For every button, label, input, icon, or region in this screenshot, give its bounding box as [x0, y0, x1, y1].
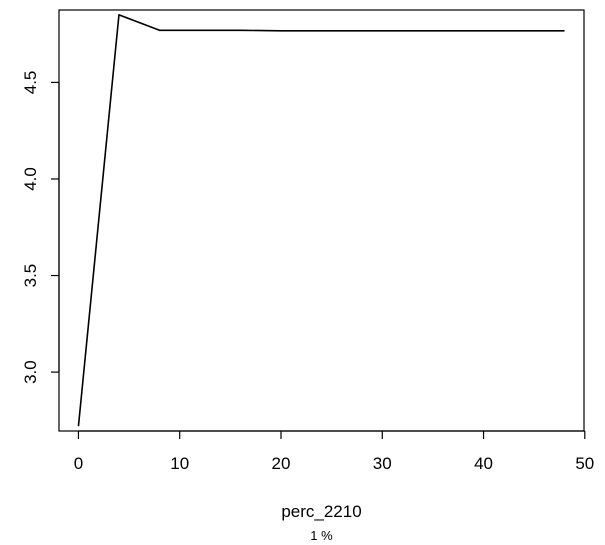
- y-tick-label: 3.0: [21, 360, 40, 384]
- y-tick-label: 4.0: [21, 167, 40, 191]
- x-tick-label: 50: [575, 454, 594, 473]
- series-line: [78, 15, 564, 426]
- y-tick-label: 3.5: [21, 264, 40, 288]
- x-axis-title: perc_2210: [281, 502, 361, 521]
- y-tick-label: 4.5: [21, 71, 40, 95]
- x-tick-label: 30: [373, 454, 392, 473]
- x-tick-label: 0: [74, 454, 83, 473]
- x-tick-label: 20: [272, 454, 291, 473]
- x-tick-label: 40: [474, 454, 493, 473]
- y-axis: 3.0 3.5 4.0 4.5: [21, 71, 59, 384]
- series-layer: [77, 13, 566, 427]
- chart-subtitle: 1 %: [310, 528, 333, 543]
- x-tick-label: 10: [170, 454, 189, 473]
- x-axis: 0 10 20 30 40 50: [74, 431, 595, 473]
- plot-frame: [59, 10, 584, 431]
